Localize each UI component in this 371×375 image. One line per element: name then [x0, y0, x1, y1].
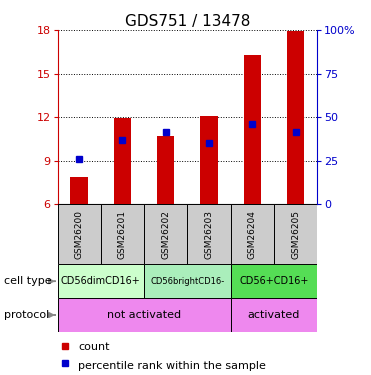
- Text: GSM26204: GSM26204: [248, 210, 257, 259]
- Bar: [144, 204, 187, 264]
- Text: activated: activated: [248, 310, 300, 320]
- Text: not activated: not activated: [107, 310, 181, 320]
- Bar: [200, 117, 218, 204]
- Text: CD56brightCD16-: CD56brightCD16-: [150, 277, 224, 286]
- Text: cell type: cell type: [4, 276, 51, 286]
- Bar: [58, 204, 101, 264]
- Text: GSM26201: GSM26201: [118, 210, 127, 259]
- Bar: [144, 264, 231, 298]
- Bar: [187, 204, 231, 264]
- Text: GSM26202: GSM26202: [161, 210, 170, 259]
- Text: count: count: [78, 342, 109, 352]
- Bar: [58, 298, 231, 332]
- Text: CD56+CD16+: CD56+CD16+: [239, 276, 309, 286]
- Bar: [274, 204, 317, 264]
- Bar: [157, 136, 174, 204]
- Bar: [101, 204, 144, 264]
- Bar: [231, 298, 317, 332]
- Bar: [287, 31, 304, 204]
- Bar: [114, 118, 131, 204]
- Bar: [70, 177, 88, 204]
- Bar: [244, 55, 261, 204]
- Text: protocol: protocol: [4, 310, 49, 320]
- Text: CD56dimCD16+: CD56dimCD16+: [61, 276, 141, 286]
- Title: GDS751 / 13478: GDS751 / 13478: [125, 14, 250, 29]
- Text: GSM26203: GSM26203: [204, 210, 213, 259]
- Text: GSM26205: GSM26205: [291, 210, 300, 259]
- Text: percentile rank within the sample: percentile rank within the sample: [78, 361, 266, 370]
- Text: GSM26200: GSM26200: [75, 210, 83, 259]
- Bar: [58, 264, 144, 298]
- Bar: [231, 264, 317, 298]
- Bar: [231, 204, 274, 264]
